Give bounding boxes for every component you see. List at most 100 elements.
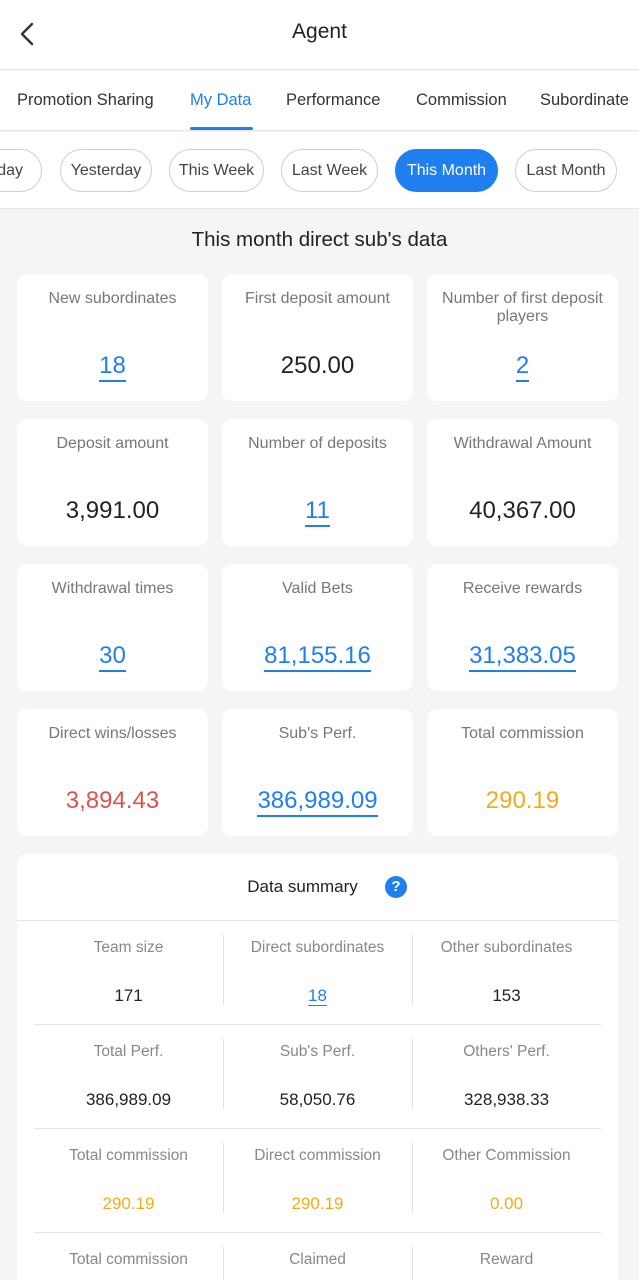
- column-divider: [412, 1143, 413, 1213]
- back-arrow-icon[interactable]: [14, 20, 42, 48]
- period-chip-last-month[interactable]: Last Month: [515, 149, 617, 192]
- stat-card-new-subordinates: New subordinates 18: [17, 274, 208, 401]
- stat-card-first-deposit-players: Number of first deposit players 2: [427, 274, 618, 401]
- summary-cell: Total Perf. 386,989.09: [34, 1025, 223, 1128]
- stat-label: Sub's Perf.: [278, 725, 357, 742]
- summary-value: 0.00: [489, 1194, 524, 1213]
- stat-value-link[interactable]: 30: [99, 642, 126, 672]
- stat-card-number-of-deposits: Number of deposits 11: [222, 419, 413, 546]
- stat-label: Number of deposits: [248, 435, 387, 452]
- stat-value[interactable]: 386,989.09: [222, 787, 413, 817]
- column-divider: [412, 1247, 413, 1280]
- stat-card-receive-rewards: Receive rewards 31,383.05: [427, 564, 618, 691]
- summary-label: Others' Perf.: [463, 1043, 550, 1060]
- tab-performance[interactable]: Performance: [286, 91, 381, 109]
- stat-value: 40,367.00: [469, 497, 576, 524]
- summary-row: Total commission Claimed Reward: [34, 1233, 601, 1280]
- summary-value: 153: [492, 986, 521, 1005]
- stat-value-link[interactable]: 18: [99, 352, 126, 382]
- summary-value-link[interactable]: 18: [308, 986, 327, 1006]
- app-header: Agent: [0, 0, 639, 70]
- stat-value-link[interactable]: 11: [305, 497, 330, 527]
- stat-label: Receive rewards: [462, 580, 583, 597]
- stat-value-link[interactable]: 386,989.09: [257, 787, 378, 817]
- summary-cell: Other subordinates 153: [412, 921, 601, 1024]
- summary-value: 58,050.76: [279, 1090, 356, 1109]
- stat-value: 250.00: [280, 352, 355, 379]
- stat-value: 3,894.43: [65, 787, 160, 814]
- stat-label: Total commission: [461, 725, 584, 742]
- tab-commission[interactable]: Commission: [416, 91, 507, 109]
- summary-cell: Claimed: [223, 1233, 412, 1280]
- data-summary-panel: Data summary ? Team size 171 Direct subord…: [17, 854, 618, 1280]
- summary-title-text: Data summary: [247, 877, 358, 896]
- summary-row: Total commission 290.19 Direct commission 2…: [34, 1129, 601, 1233]
- stat-value[interactable]: 18: [17, 352, 208, 382]
- period-chip-today[interactable]: day: [0, 149, 42, 192]
- summary-label: Sub's Perf.: [279, 1043, 356, 1060]
- summary-label: Total Perf.: [93, 1043, 164, 1060]
- period-chip-yesterday[interactable]: Yesterday: [60, 149, 152, 192]
- stat-value: 290.19: [485, 787, 560, 814]
- stat-value-link[interactable]: 2: [515, 352, 530, 382]
- column-divider: [223, 1143, 224, 1213]
- stat-value[interactable]: 81,155.16: [222, 642, 413, 672]
- column-divider: [412, 935, 413, 1005]
- stat-label: Number of first deposit players: [442, 290, 603, 325]
- summary-label: Claimed: [289, 1251, 346, 1268]
- stat-card-withdrawal-amount: Withdrawal Amount 40,367.00: [427, 419, 618, 546]
- summary-cell: Total commission 290.19: [34, 1129, 223, 1232]
- stat-value[interactable]: 30: [17, 642, 208, 672]
- active-tab-indicator: [190, 127, 253, 130]
- stat-value-link[interactable]: 31,383.05: [469, 642, 576, 672]
- main-tabs: Promotion Sharing My Data Performance Co…: [0, 71, 639, 131]
- summary-value: 386,989.09: [85, 1090, 172, 1109]
- summary-value: 171: [114, 986, 143, 1005]
- summary-cell: Other Commission 0.00: [412, 1129, 601, 1232]
- summary-label: Reward: [479, 1251, 534, 1268]
- tab-subordinate[interactable]: Subordinate: [540, 91, 629, 109]
- tab-my-data[interactable]: My Data: [190, 91, 252, 109]
- stat-label: New subordinates: [48, 290, 177, 307]
- stat-card-subs-performance: Sub's Perf. 386,989.09: [222, 709, 413, 836]
- stat-card-direct-wins-losses: Direct wins/losses 3,894.43: [17, 709, 208, 836]
- period-chip-last-week[interactable]: Last Week: [281, 149, 378, 192]
- stat-value[interactable]: 31,383.05: [427, 642, 618, 672]
- stat-value-link[interactable]: 81,155.16: [264, 642, 371, 672]
- stat-label: Direct wins/losses: [48, 725, 177, 742]
- summary-label: Team size: [93, 939, 164, 956]
- column-divider: [223, 1247, 224, 1280]
- section-title: This month direct sub's data: [191, 228, 448, 251]
- stat-label: Withdrawal times: [51, 580, 174, 597]
- summary-label: Other subordinates: [440, 939, 573, 956]
- stat-card-total-commission: Total commission 290.19: [427, 709, 618, 836]
- stat-value: 3,991.00: [65, 497, 160, 524]
- summary-row: Team size 171 Direct subordinates 18 Other s…: [34, 921, 601, 1025]
- summary-cell: Direct commission 290.19: [223, 1129, 412, 1232]
- summary-cell: Others' Perf. 328,938.33: [412, 1025, 601, 1128]
- summary-value[interactable]: 18: [223, 986, 412, 1006]
- summary-cell: Team size 171: [34, 921, 223, 1024]
- stat-value[interactable]: 11: [222, 497, 413, 527]
- column-divider: [412, 1039, 413, 1109]
- column-divider: [223, 935, 224, 1005]
- stat-value[interactable]: 2: [427, 352, 618, 382]
- period-chip-this-week[interactable]: This Week: [169, 149, 264, 192]
- summary-header: Data summary ?: [17, 854, 618, 921]
- summary-value: 290.19: [291, 1194, 344, 1213]
- summary-label: Direct commission: [254, 1147, 381, 1164]
- summary-cell: Reward: [412, 1233, 601, 1280]
- period-filter: day Yesterday This Week Last Week This M…: [0, 132, 639, 209]
- stat-card-deposit-amount: Deposit amount 3,991.00: [17, 419, 208, 546]
- period-chip-this-month[interactable]: This Month: [395, 149, 498, 192]
- tab-promotion-sharing[interactable]: Promotion Sharing: [17, 91, 154, 109]
- summary-label: Total commission: [69, 1147, 188, 1164]
- stat-label: Withdrawal Amount: [453, 435, 592, 452]
- summary-cell: Sub's Perf. 58,050.76: [223, 1025, 412, 1128]
- summary-label: Other Commission: [442, 1147, 571, 1164]
- stat-card-withdrawal-times: Withdrawal times 30: [17, 564, 208, 691]
- summary-row: Total Perf. 386,989.09 Sub's Perf. 58,050.7…: [34, 1025, 601, 1129]
- summary-value: 328,938.33: [463, 1090, 550, 1109]
- summary-cell: Direct subordinates 18: [223, 921, 412, 1024]
- help-question-icon[interactable]: ?: [385, 876, 407, 898]
